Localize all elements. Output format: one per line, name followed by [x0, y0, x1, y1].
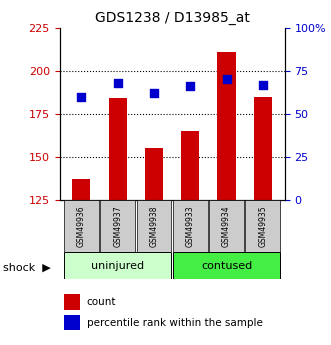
Point	[188, 83, 193, 89]
Point	[260, 82, 265, 87]
Bar	[64, 294, 80, 310]
Text: GSM49937: GSM49937	[113, 205, 122, 247]
Bar	[181, 131, 199, 200]
Text: GSM49936: GSM49936	[77, 205, 86, 247]
Text: percentile rank within the sample: percentile rank within the sample	[87, 318, 262, 327]
Bar	[246, 200, 280, 252]
Text: contused: contused	[201, 261, 252, 270]
Bar	[209, 200, 244, 252]
Bar	[64, 252, 171, 279]
Point	[151, 90, 157, 96]
Text: GSM49935: GSM49935	[259, 205, 267, 247]
Bar	[72, 179, 90, 200]
Point	[224, 77, 229, 82]
Text: GSM49938: GSM49938	[150, 205, 159, 247]
Bar	[217, 52, 236, 200]
Title: GDS1238 / D13985_at: GDS1238 / D13985_at	[95, 11, 250, 25]
Bar	[145, 148, 163, 200]
Text: count: count	[87, 297, 116, 307]
Text: shock  ▶: shock ▶	[3, 263, 51, 272]
Bar	[100, 200, 135, 252]
Point	[115, 80, 120, 86]
Bar	[173, 252, 280, 279]
Bar	[254, 97, 272, 200]
Bar	[109, 98, 127, 200]
Bar	[64, 315, 80, 331]
Text: GSM49933: GSM49933	[186, 205, 195, 247]
Bar	[173, 200, 208, 252]
Point	[79, 94, 84, 99]
Text: uninjured: uninjured	[91, 261, 144, 270]
Text: GSM49934: GSM49934	[222, 205, 231, 247]
Bar	[137, 200, 171, 252]
Bar	[64, 200, 99, 252]
